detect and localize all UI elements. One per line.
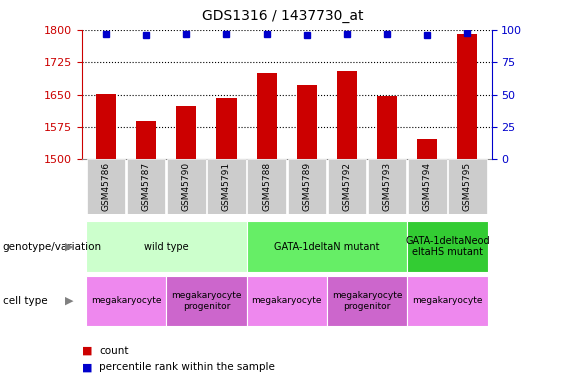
Bar [377, 96, 397, 159]
Bar [176, 106, 197, 159]
Text: GSM45789: GSM45789 [302, 162, 311, 211]
Text: GSM45786: GSM45786 [102, 162, 111, 211]
Bar [247, 159, 286, 214]
Text: percentile rank within the sample: percentile rank within the sample [99, 363, 275, 372]
Bar [407, 221, 488, 272]
Bar [167, 159, 206, 214]
Bar [418, 139, 437, 159]
Bar [207, 159, 246, 214]
Text: megakaryocyte: megakaryocyte [251, 296, 322, 305]
Text: ■: ■ [82, 346, 93, 355]
Text: count: count [99, 346, 128, 355]
Bar [127, 159, 166, 214]
Text: genotype/variation: genotype/variation [3, 242, 102, 252]
Bar [327, 276, 407, 326]
Bar [166, 276, 246, 326]
Bar [407, 276, 488, 326]
Text: GSM45795: GSM45795 [463, 162, 472, 211]
Bar [368, 159, 406, 214]
Text: megakaryocyte
progenitor: megakaryocyte progenitor [332, 291, 402, 310]
Bar [216, 98, 237, 159]
Bar [246, 276, 327, 326]
Bar [246, 221, 407, 272]
Bar [458, 34, 477, 159]
Text: megakaryocyte: megakaryocyte [412, 296, 483, 305]
Text: cell type: cell type [3, 296, 47, 306]
Bar [136, 120, 156, 159]
Text: ▶: ▶ [65, 242, 74, 252]
Bar [86, 276, 166, 326]
Text: GDS1316 / 1437730_at: GDS1316 / 1437730_at [202, 9, 363, 23]
Bar [328, 159, 366, 214]
Text: GSM45792: GSM45792 [342, 162, 351, 211]
Text: GATA-1deltaNeod
eltaHS mutant: GATA-1deltaNeod eltaHS mutant [405, 236, 490, 257]
Text: GSM45790: GSM45790 [182, 162, 191, 211]
Text: GSM45793: GSM45793 [383, 162, 392, 211]
Text: ■: ■ [82, 363, 93, 372]
Text: megakaryocyte
progenitor: megakaryocyte progenitor [171, 291, 242, 310]
Text: GATA-1deltaN mutant: GATA-1deltaN mutant [274, 242, 380, 252]
Bar [86, 221, 246, 272]
Bar [96, 94, 116, 159]
Bar [408, 159, 446, 214]
Bar [257, 73, 277, 159]
Text: GSM45787: GSM45787 [142, 162, 151, 211]
Text: ▶: ▶ [65, 296, 74, 306]
Text: GSM45788: GSM45788 [262, 162, 271, 211]
Text: GSM45794: GSM45794 [423, 162, 432, 211]
Bar [448, 159, 486, 214]
Text: wild type: wild type [144, 242, 189, 252]
Text: megakaryocyte: megakaryocyte [91, 296, 162, 305]
Bar [87, 159, 125, 214]
Bar [337, 71, 357, 159]
Text: GSM45791: GSM45791 [222, 162, 231, 211]
Bar [288, 159, 326, 214]
Bar [297, 85, 317, 159]
